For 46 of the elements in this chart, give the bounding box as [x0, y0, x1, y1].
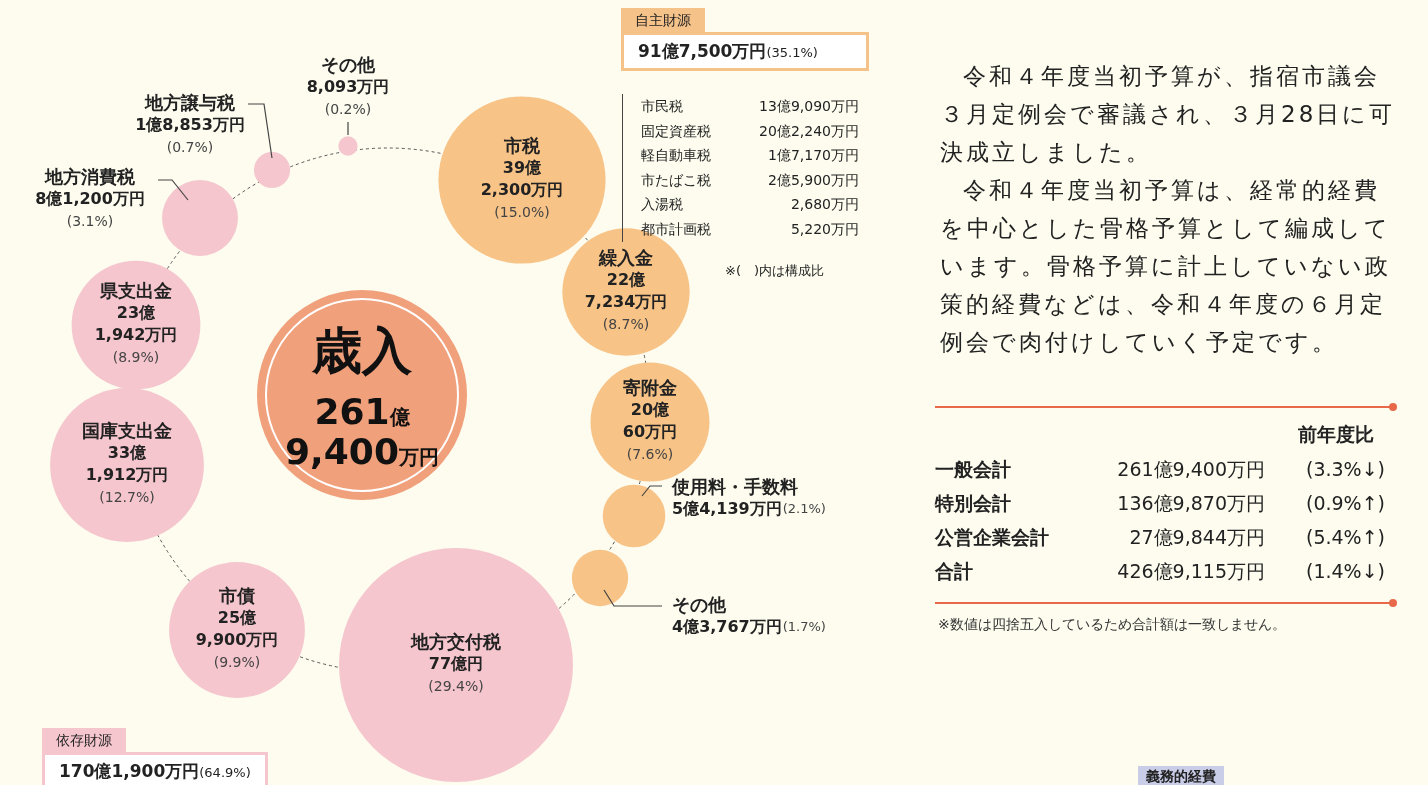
text: 依存財源 — [42, 728, 126, 754]
category-label: 地方譲与税 — [144, 91, 236, 113]
category-label: 市税 — [503, 134, 541, 156]
category-label: 国庫支出金 — [82, 419, 172, 441]
text: 公営企業会計 27億9,844万円 (5.4%↑) — [935, 526, 1385, 548]
data-label: 23億 1,942万円 (8.9%) — [94, 303, 178, 365]
category-label: 地方消費税 — [44, 165, 136, 187]
category-label: 県支出金 — [99, 279, 172, 301]
category-label: 寄附金 — [623, 376, 677, 398]
data-label: 4億3,767万円(1.7%) — [672, 617, 826, 637]
category-label: 市債 — [218, 584, 255, 606]
category-label: 繰入金 — [598, 246, 653, 268]
text: 91億7,500万円(35.1%) — [638, 41, 818, 61]
data-label: 8,093万円 (0.2%) — [306, 77, 390, 117]
data-label: 1億8,853万円 (0.7%) — [135, 115, 245, 155]
text: 令和４年度当初予算は、経常的経費を中心とした骨格予算として編成しています。骨格予算に計上していない政策的経費などは、令和４年度の６月定例会で肉付けしていく予定です。 — [940, 176, 1392, 357]
text: 市たばこ税 2億5,900万円 — [641, 171, 859, 188]
text: 合計 426億9,115万円 (1.4%↓) — [935, 560, 1385, 582]
text: 義務的経費 — [1138, 766, 1224, 785]
text: 自主財源 — [621, 8, 705, 34]
data-label: 39億 2,300万円 (15.0%) — [480, 158, 564, 220]
text: 令和４年度当初予算が、指宿市議会３月定例会で審議され、３月28日に可決成立しました。 — [940, 62, 1397, 167]
data-label: 77億円 (29.4%) — [428, 654, 484, 694]
category-label: その他 — [321, 53, 376, 75]
data-label: 33億 1,912万円 (12.7%) — [85, 443, 169, 505]
text: 都市計画税 5,220万円 — [641, 220, 859, 237]
category-label: 使用料・手数料 — [671, 475, 798, 497]
text: 歳入 — [311, 321, 413, 380]
data-label: 22億 7,234万円 (8.7%) — [584, 270, 668, 332]
text: ※( )内は構成比 — [725, 262, 825, 280]
text: 軽自動車税 1億7,170万円 — [641, 147, 859, 164]
text: 固定資産税 20億2,240万円 — [641, 122, 859, 139]
text: ※数値は四捨五入しているため合計額は一致しません。 — [938, 616, 1286, 634]
text: 市民税 13億9,090万円 — [641, 98, 859, 114]
data-label: 20億 60万円 (7.6%) — [622, 400, 678, 462]
text: 特別会計 136億9,870万円 (0.9%↑) — [935, 492, 1385, 514]
data-label: 8億1,200万円 (3.1%) — [35, 189, 145, 229]
text: 170億1,900万円(64.9%) — [59, 761, 251, 781]
text: 261億 9,400万円 — [285, 391, 439, 473]
data-label: 25億 9,900万円 (9.9%) — [195, 608, 279, 670]
category-label: その他 — [672, 593, 727, 615]
text: 前年度比 — [1298, 422, 1374, 447]
category-label: 地方交付税 — [410, 630, 502, 652]
text: 入湯税 2,680万円 — [641, 196, 859, 213]
text: 一般会計 261億9,400万円 (3.3%↓) — [935, 458, 1385, 480]
data-label: 5億4,139万円(2.1%) — [672, 499, 826, 519]
